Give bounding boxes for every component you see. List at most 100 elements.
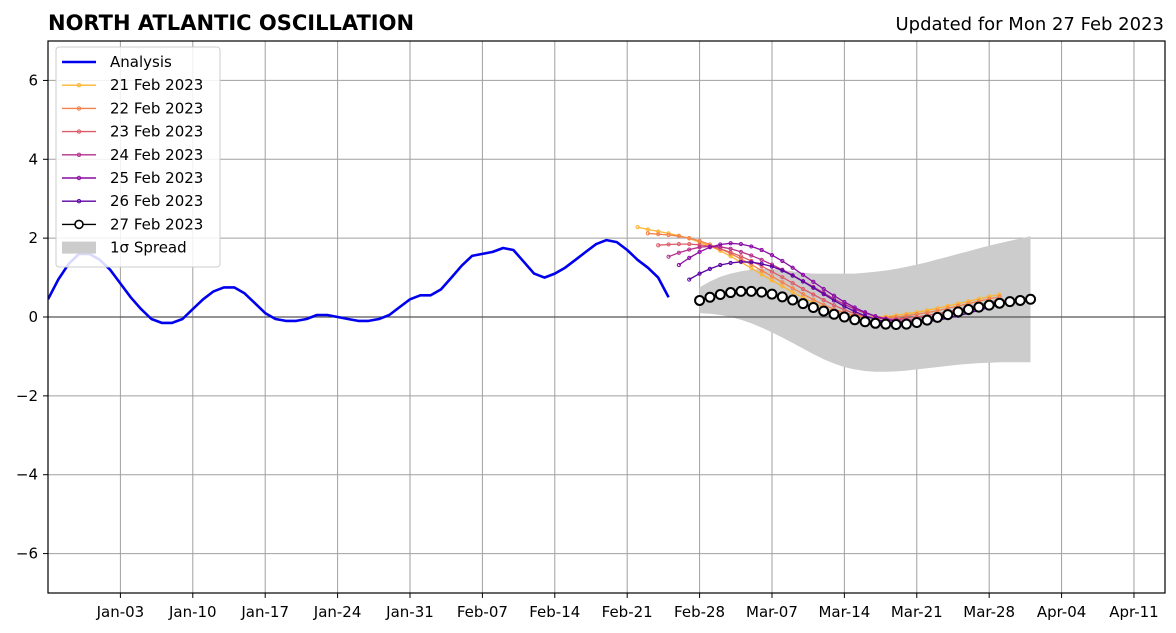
forecast-point bbox=[676, 250, 681, 255]
forecast-point bbox=[728, 260, 733, 266]
forecast-point bbox=[759, 268, 764, 273]
legend-label: 25 Feb 2023 bbox=[110, 169, 203, 187]
forecast-point bbox=[800, 272, 806, 277]
forecast-point bbox=[852, 309, 857, 314]
legend-marker bbox=[76, 106, 82, 111]
forecast-point bbox=[1004, 296, 1016, 308]
legend-label: 24 Feb 2023 bbox=[110, 146, 203, 164]
forecast-point bbox=[869, 317, 881, 329]
forecast-point bbox=[790, 290, 795, 295]
forecast-point bbox=[759, 257, 764, 262]
forecast-point bbox=[749, 244, 754, 249]
forecast-point bbox=[728, 241, 733, 246]
forecast-point bbox=[942, 309, 954, 321]
x-tick-label: Feb-07 bbox=[457, 603, 508, 621]
legend-entry: 25 Feb 2023 bbox=[62, 169, 203, 187]
forecast-point bbox=[952, 306, 964, 318]
forecast-point bbox=[925, 308, 930, 313]
legend-marker bbox=[76, 129, 82, 134]
forecast-point bbox=[852, 305, 857, 310]
forecast-point bbox=[749, 260, 754, 265]
forecast-point bbox=[656, 232, 661, 237]
x-tick-label: Apr-11 bbox=[1109, 603, 1159, 621]
x-tick-label: Mar-14 bbox=[818, 603, 870, 621]
legend-swatch bbox=[62, 241, 96, 254]
legend-entry: 23 Feb 2023 bbox=[62, 123, 203, 141]
forecast-point bbox=[966, 299, 971, 304]
x-tick-label: Jan-24 bbox=[313, 603, 362, 621]
forecast-point bbox=[666, 242, 671, 247]
forecast-point bbox=[790, 280, 795, 286]
forecast-point bbox=[787, 294, 799, 306]
forecast-point bbox=[687, 241, 692, 247]
y-tick-label: −6 bbox=[16, 545, 38, 563]
forecast-point bbox=[666, 232, 671, 238]
legend-label: 26 Feb 2023 bbox=[110, 192, 203, 210]
legend-label: 22 Feb 2023 bbox=[110, 99, 203, 117]
x-tick-label: Feb-28 bbox=[674, 603, 725, 621]
forecast-point bbox=[687, 236, 692, 241]
y-tick-label: 4 bbox=[28, 150, 38, 168]
forecast-point bbox=[935, 306, 940, 311]
forecast-point bbox=[849, 314, 861, 326]
legend-marker bbox=[76, 199, 82, 204]
forecast-point bbox=[697, 245, 702, 250]
forecast-point bbox=[821, 297, 826, 303]
legend-entry: 27 Feb 2023 bbox=[62, 215, 203, 233]
legend: Analysis 21 Feb 2023 22 Feb 2023 23 Feb 202… bbox=[55, 46, 221, 268]
forecast-point bbox=[707, 266, 713, 271]
forecast-point bbox=[821, 286, 826, 292]
forecast-point bbox=[987, 294, 992, 299]
forecast-point bbox=[904, 313, 909, 318]
forecast-point bbox=[790, 265, 795, 270]
legend-entry: 24 Feb 2023 bbox=[62, 146, 203, 164]
legend-marker bbox=[76, 175, 82, 181]
forecast-point bbox=[728, 246, 733, 251]
forecast-point bbox=[780, 284, 785, 289]
y-tick-label: 2 bbox=[28, 229, 38, 247]
forecast-point bbox=[931, 311, 943, 323]
forecast-point bbox=[797, 298, 809, 310]
legend-marker bbox=[76, 152, 82, 158]
forecast-point bbox=[718, 262, 723, 268]
forecast-point bbox=[749, 253, 754, 258]
legend-label: 21 Feb 2023 bbox=[110, 76, 203, 94]
forecast-point bbox=[769, 252, 775, 258]
forecast-point bbox=[759, 264, 764, 269]
forecast-point bbox=[790, 286, 795, 291]
y-tick-label: 0 bbox=[28, 308, 38, 326]
forecast-point bbox=[645, 231, 650, 236]
forecast-point bbox=[800, 292, 806, 297]
forecast-point bbox=[769, 274, 775, 279]
y-tick-label: −2 bbox=[16, 387, 38, 405]
forecast-point bbox=[676, 262, 681, 268]
forecast-point bbox=[780, 258, 785, 264]
chart-title: NORTH ATLANTIC OSCILLATION bbox=[48, 11, 414, 35]
forecast-point bbox=[973, 301, 985, 313]
forecast-point bbox=[697, 242, 702, 247]
forecast-point bbox=[880, 318, 892, 330]
x-axis-ticks: Jan-03 Jan-10 Jan-17 Jan-24 Jan-31 Feb-07 Feb-… bbox=[96, 593, 1159, 621]
forecast-point bbox=[1014, 294, 1026, 306]
forecast-point bbox=[697, 271, 702, 276]
forecast-point bbox=[738, 241, 744, 247]
forecast-point bbox=[983, 299, 995, 311]
forecast-point bbox=[890, 318, 902, 330]
forecast-point bbox=[831, 293, 837, 298]
legend-label: 23 Feb 2023 bbox=[110, 123, 203, 141]
forecast-point bbox=[828, 308, 840, 320]
forecast-point bbox=[676, 234, 681, 239]
forecast-point bbox=[756, 286, 768, 298]
forecast-point bbox=[842, 304, 847, 309]
legend-label: 27 Feb 2023 bbox=[110, 215, 203, 233]
forecast-point bbox=[687, 277, 692, 282]
forecast-point bbox=[780, 268, 785, 273]
x-tick-label: Feb-21 bbox=[602, 603, 653, 621]
forecast-point bbox=[718, 244, 723, 249]
forecast-point bbox=[704, 291, 716, 303]
forecast-point bbox=[997, 292, 1002, 297]
x-tick-label: Jan-17 bbox=[240, 603, 289, 621]
forecast-point bbox=[842, 299, 847, 305]
forecast-point bbox=[697, 249, 702, 255]
